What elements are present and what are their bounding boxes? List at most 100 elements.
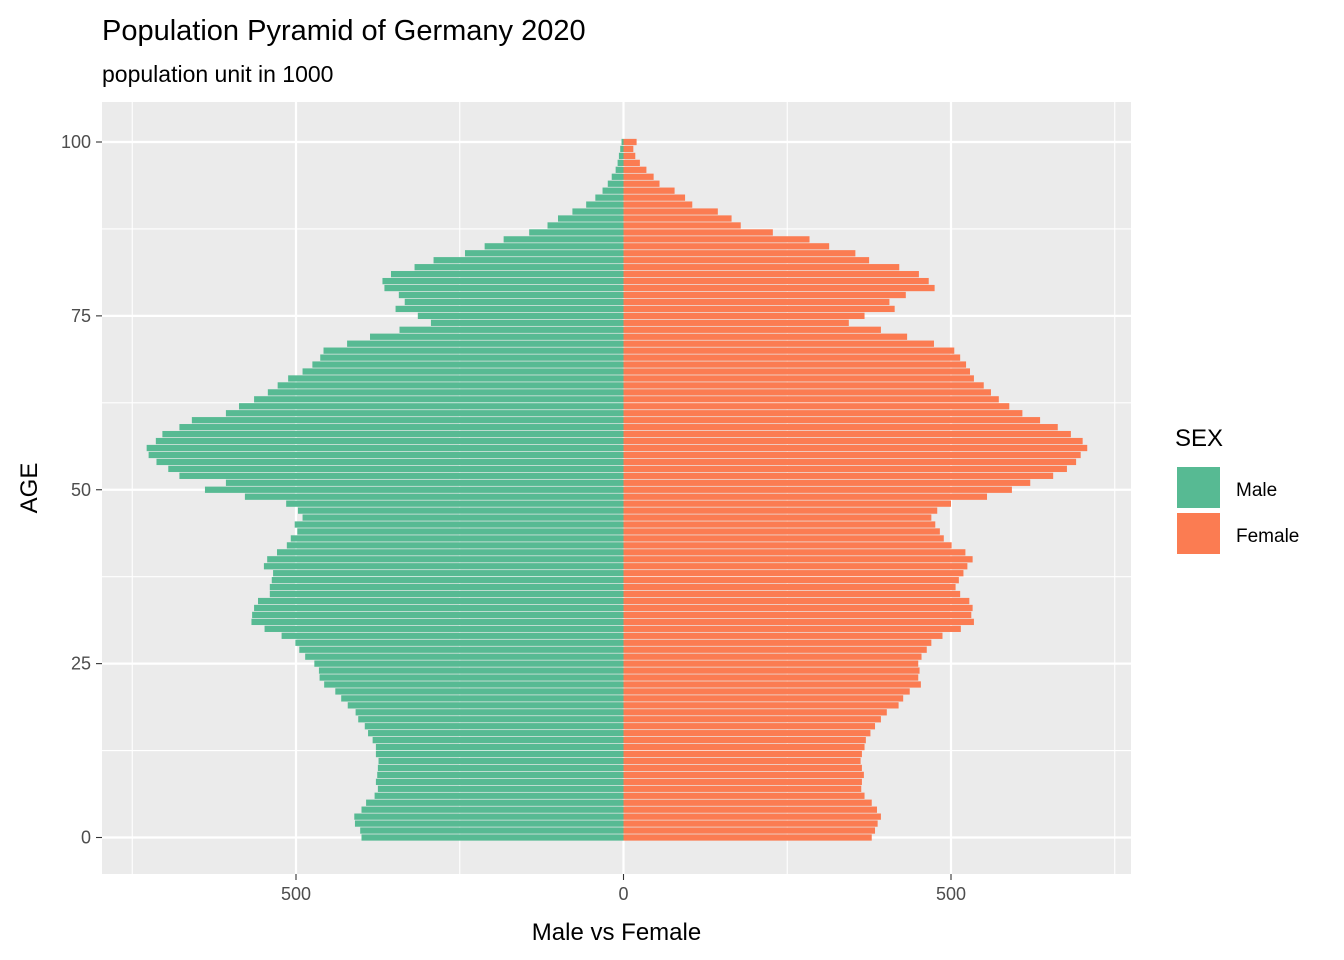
bar-male-age-100 <box>621 138 624 146</box>
bar-male-age-53 <box>168 465 624 473</box>
x-tick-label-0: 500 <box>281 884 311 904</box>
bar-female-age-38 <box>623 570 964 577</box>
bar-female-age-61 <box>623 410 1023 417</box>
bar-female-age-74 <box>623 319 849 326</box>
bar-female-age-57 <box>623 437 1083 445</box>
bar-female-age-21 <box>623 688 910 695</box>
bar-male-age-63 <box>254 396 624 403</box>
bar-male-age-77 <box>404 298 624 306</box>
bar-male-age-66 <box>288 375 624 382</box>
bar-male-age-61 <box>225 410 624 417</box>
bar-male-age-95 <box>611 173 624 180</box>
bar-male-age-48 <box>286 500 624 507</box>
bar-female-age-83 <box>623 257 870 264</box>
bar-female-age-43 <box>623 535 944 542</box>
bar-male-age-69 <box>320 354 624 361</box>
bar-female-age-9 <box>623 771 864 779</box>
legend-title: SEX <box>1175 425 1223 452</box>
bar-female-age-14 <box>623 737 866 744</box>
bar-male-age-91 <box>586 201 624 208</box>
bar-male-age-64 <box>267 389 624 396</box>
bar-female-age-72 <box>623 333 908 340</box>
bar-female-age-98 <box>623 152 636 160</box>
bar-male-age-16 <box>364 723 624 730</box>
bar-female-age-42 <box>623 542 952 549</box>
bar-male-age-70 <box>323 347 624 354</box>
bar-male-age-13 <box>375 743 624 751</box>
bar-female-age-65 <box>623 382 984 389</box>
y-tick-label-1: 25 <box>71 654 91 674</box>
bar-female-age-8 <box>623 778 862 785</box>
y-tick-label-0: 0 <box>81 828 91 848</box>
bar-female-age-100 <box>623 138 637 146</box>
bar-female-age-58 <box>623 430 1071 438</box>
bar-male-age-6 <box>374 792 624 799</box>
bar-female-age-84 <box>623 250 856 257</box>
bar-male-age-97 <box>617 159 624 166</box>
bar-female-age-41 <box>623 549 966 556</box>
bar-female-age-59 <box>623 424 1058 431</box>
bar-female-age-56 <box>623 444 1088 452</box>
x-tick-label-1: 0 <box>618 884 628 904</box>
bar-female-age-90 <box>623 208 718 215</box>
bar-female-age-99 <box>623 145 634 153</box>
x-tick-label-2: 500 <box>936 884 966 904</box>
bar-male-age-86 <box>503 236 624 243</box>
bar-female-age-10 <box>623 764 862 772</box>
bar-male-age-47 <box>297 507 624 514</box>
bar-male-age-31 <box>251 618 624 626</box>
bar-female-age-44 <box>623 528 940 535</box>
bar-female-age-85 <box>623 243 830 250</box>
bar-female-age-94 <box>623 180 660 187</box>
bar-female-age-27 <box>623 646 927 653</box>
bar-male-age-32 <box>252 611 624 619</box>
bar-female-age-46 <box>623 514 932 521</box>
bar-female-age-73 <box>623 326 881 333</box>
bar-male-age-0 <box>361 834 624 841</box>
bar-male-age-27 <box>299 646 624 653</box>
bar-male-age-71 <box>347 340 624 347</box>
bar-female-age-79 <box>623 284 935 292</box>
bar-female-age-88 <box>623 222 741 229</box>
bar-female-age-5 <box>623 799 872 806</box>
y-axis-title: AGE <box>16 463 43 514</box>
bar-female-age-60 <box>623 417 1041 424</box>
bar-female-age-69 <box>623 354 961 361</box>
bar-female-age-22 <box>623 681 921 688</box>
bar-female-age-80 <box>623 277 929 285</box>
bar-female-age-55 <box>623 451 1081 459</box>
y-tick-label-3: 75 <box>71 306 91 326</box>
bar-male-age-15 <box>368 730 624 737</box>
bar-female-age-33 <box>623 604 973 612</box>
bar-male-age-43 <box>290 535 624 542</box>
bar-male-age-98 <box>618 152 624 160</box>
bar-male-age-9 <box>377 771 624 779</box>
bar-male-age-92 <box>595 194 624 201</box>
bar-female-age-17 <box>623 716 881 723</box>
x-axis-title: Male vs Female <box>532 919 701 946</box>
bar-male-age-90 <box>572 208 624 215</box>
bar-male-age-73 <box>399 326 624 333</box>
bar-male-age-88 <box>547 222 624 229</box>
bar-male-age-3 <box>354 813 624 820</box>
bar-male-age-79 <box>384 284 624 292</box>
bar-female-age-4 <box>623 806 877 813</box>
bar-male-age-54 <box>156 458 624 466</box>
bar-female-age-95 <box>623 173 654 180</box>
bar-male-age-22 <box>324 681 624 688</box>
bar-female-age-39 <box>623 563 968 570</box>
bar-male-age-93 <box>602 187 624 194</box>
bar-female-age-11 <box>623 757 861 765</box>
bar-female-age-29 <box>623 632 943 639</box>
bar-female-age-48 <box>623 500 951 507</box>
bar-female-age-15 <box>623 730 871 737</box>
bar-male-age-78 <box>398 291 624 299</box>
bar-female-age-81 <box>623 271 919 278</box>
bar-female-age-18 <box>623 709 887 716</box>
bar-female-age-76 <box>623 305 895 313</box>
bar-female-age-26 <box>623 653 922 660</box>
bar-male-age-10 <box>377 764 624 772</box>
bar-male-age-57 <box>155 437 624 445</box>
bar-male-age-65 <box>277 382 624 389</box>
